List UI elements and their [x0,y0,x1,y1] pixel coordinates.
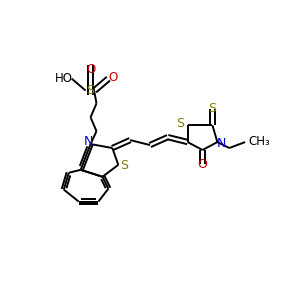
Text: S: S [208,102,216,115]
Text: N: N [84,135,93,148]
Text: O: O [109,71,118,84]
Text: HO: HO [55,72,73,85]
Text: O: O [86,63,95,76]
Text: S: S [176,117,184,130]
Text: O: O [198,158,207,171]
Text: N: N [217,136,226,150]
Text: S: S [87,84,94,97]
Text: S: S [120,159,128,172]
Text: CH₃: CH₃ [248,135,270,148]
